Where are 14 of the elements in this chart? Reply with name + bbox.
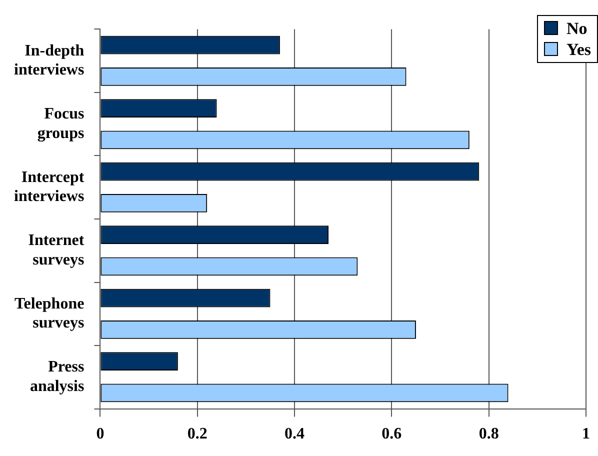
x-tick-label: 1 [582, 426, 590, 443]
legend-label: Yes [566, 40, 591, 60]
y-tick-label: In-depth interviews [14, 42, 84, 79]
y-tick-label: Press analysis [30, 358, 84, 395]
x-tick-label: 0 [96, 426, 104, 443]
y-tick-label: Telephone surveys [14, 295, 84, 332]
y-tick-label: Internet surveys [28, 232, 85, 268]
x-tick-label: 0.8 [478, 426, 499, 443]
y-tick-label: Focus groups [37, 106, 84, 142]
x-tick-label: 0.2 [187, 426, 208, 443]
x-tick-label: 0.6 [382, 426, 402, 443]
x-tick-label: 0.4 [284, 426, 305, 443]
legend-label: No [566, 19, 588, 38]
y-tick-label: Intercept interviews [14, 168, 85, 206]
